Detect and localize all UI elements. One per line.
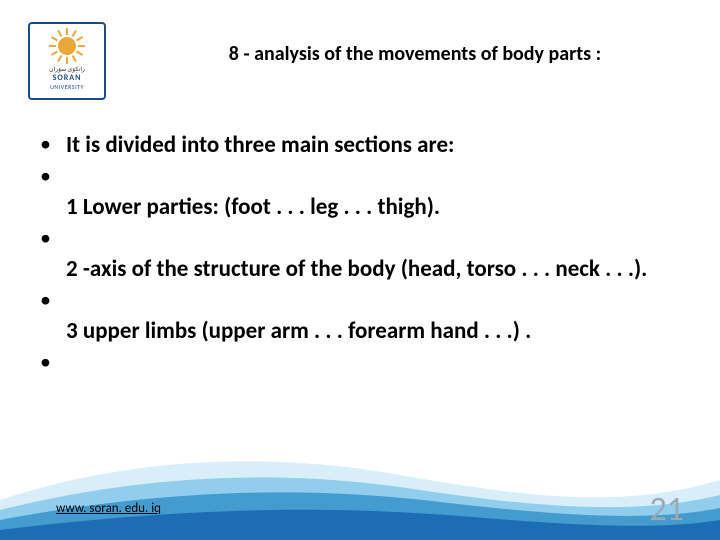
- bullet-text: It is divided into three main sections a…: [66, 130, 682, 160]
- bullet-text: [66, 224, 682, 246]
- page-number: 21: [650, 489, 684, 530]
- list-item: •: [38, 286, 682, 314]
- university-logo: زانكۆى سۆران SORAN UNIVERSITY: [28, 22, 106, 100]
- logo-line-2: SORAN: [53, 73, 82, 83]
- bullet-text: 2 -axis of the structure of the body (he…: [66, 254, 682, 284]
- bullet-marker: •: [38, 162, 66, 190]
- bullet-marker: •: [38, 224, 66, 252]
- footer-link[interactable]: www. soran. edu. iq: [56, 501, 161, 516]
- bullet-text: [66, 348, 682, 370]
- list-item: 2 -axis of the structure of the body (he…: [38, 254, 682, 284]
- content-area: • It is divided into three main sections…: [38, 130, 682, 378]
- list-item: 3 upper limbs (upper arm . . . forearm h…: [38, 316, 682, 346]
- bullet-text: 1 Lower parties: (foot . . . leg . . . t…: [66, 192, 682, 222]
- slide: زانكۆى سۆران SORAN UNIVERSITY 8 - analys…: [0, 0, 720, 540]
- sun-icon: [49, 28, 85, 64]
- bullet-marker: •: [38, 130, 66, 158]
- bullet-marker: •: [38, 348, 66, 376]
- slide-title: 8 - analysis of the movements of body pa…: [150, 42, 680, 66]
- list-item: •: [38, 348, 682, 376]
- list-item: •: [38, 224, 682, 252]
- bullet-text: 3 upper limbs (upper arm . . . forearm h…: [66, 316, 682, 346]
- logo-line-1: زانكۆى سۆران: [49, 65, 85, 73]
- bullet-text: [66, 162, 682, 184]
- list-item: 1 Lower parties: (foot . . . leg . . . t…: [38, 192, 682, 222]
- list-item: • It is divided into three main sections…: [38, 130, 682, 160]
- wave-decoration: [0, 420, 720, 540]
- bullet-text: [66, 286, 682, 308]
- list-item: •: [38, 162, 682, 190]
- bullet-marker: •: [38, 286, 66, 314]
- logo-line-3: UNIVERSITY: [50, 83, 84, 91]
